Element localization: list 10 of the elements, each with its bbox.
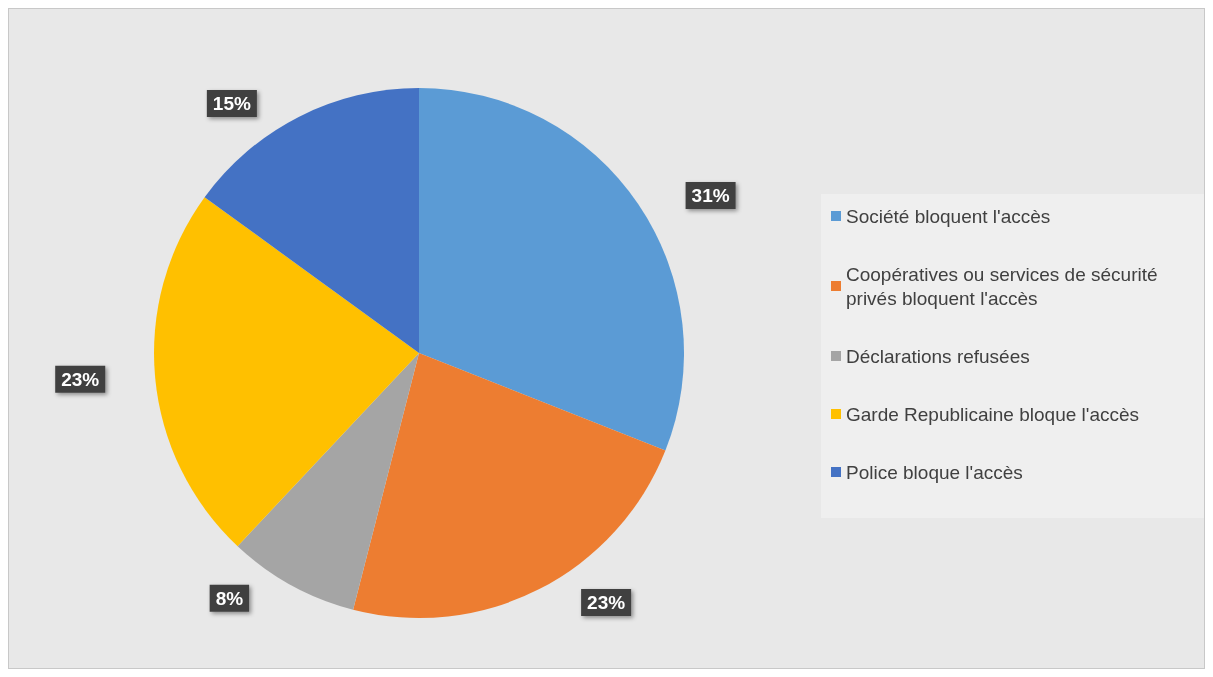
data-label: 8% — [215, 587, 244, 609]
legend-label: Coopératives ou services de sécurité privés bloquent l'accès — [846, 263, 1163, 309]
legend-label: Police bloque l'accès — [846, 461, 1023, 483]
data-label: 15% — [212, 93, 251, 115]
data-label: 23% — [61, 368, 100, 390]
legend-label: Garde Republicaine bloque l'accès — [846, 403, 1140, 425]
data-label: 31% — [691, 185, 730, 207]
legend-label: Déclarations refusées — [846, 345, 1030, 367]
legend-label: Société bloquent l'accès — [846, 205, 1051, 227]
data-label: 23% — [587, 591, 626, 613]
